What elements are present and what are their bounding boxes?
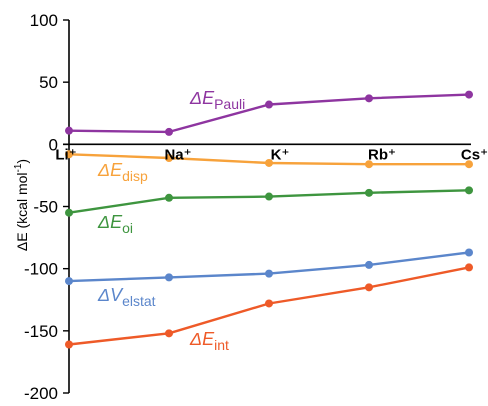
series-label-disp: ΔEdisp [97,160,148,184]
y-tick-label: -150 [24,322,58,341]
data-point-pauli [165,127,173,136]
data-point-disp [65,150,73,159]
data-point-int [365,283,373,292]
y-tick-label: 0 [49,135,58,154]
data-point-disp [265,158,273,167]
category-label: Li⁺ [55,146,76,163]
series-label-oi: ΔEoi [97,212,133,236]
data-point-int [65,340,73,349]
category-label: Na⁺ [164,146,191,163]
series-layer [65,90,473,349]
data-point-pauli [265,100,273,109]
data-point-disp [165,154,173,163]
series-line-pauli [68,93,470,134]
data-point-elstat [65,277,73,286]
data-point-elstat [165,273,173,282]
data-point-oi [265,192,273,201]
data-point-pauli [465,90,473,99]
y-tick-label: -100 [24,260,58,279]
series-label-pauli: ΔEPauli [189,88,245,112]
y-axis-label: ΔE (kcal mol-1) [13,159,30,251]
data-point-oi [365,188,373,197]
y-tick-label: 50 [39,73,58,92]
y-tick-label: 100 [30,11,58,30]
category-label: Cs⁺ [461,146,488,163]
data-point-oi [465,186,473,195]
axis-layer: 100 50 0 -50 -100 -150 -200 ΔE (kcal mol-1) [13,11,471,403]
data-point-elstat [265,269,273,278]
y-tick-label: -200 [24,384,58,401]
label-layer: Li⁺ Na⁺ K⁺ Rb⁺ Cs⁺ ΔEPauli ΔEdisp ΔEoi ΔVelstat Δ… [55,88,488,353]
data-point-pauli [65,126,73,135]
category-label: K⁺ [271,146,290,163]
data-point-oi [65,208,73,217]
data-point-int [165,329,173,338]
data-point-pauli [365,94,373,103]
data-point-int [265,299,273,308]
series-label-int: ΔEint [189,329,229,353]
data-point-elstat [365,260,373,269]
y-tick-label: -50 [33,198,58,217]
series-label-elstat: ΔVelstat [97,285,156,309]
data-point-elstat [465,248,473,257]
data-point-disp [365,160,373,169]
data-point-int [465,263,473,272]
data-point-oi [165,193,173,202]
category-label: Rb⁺ [368,146,396,163]
data-point-disp [465,160,473,169]
